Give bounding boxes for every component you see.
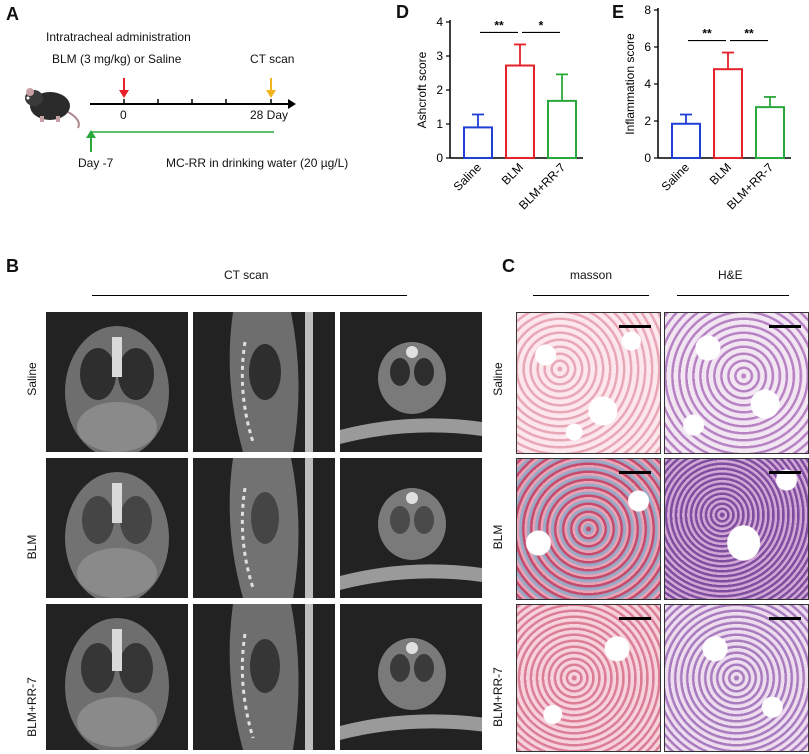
significance-label: ** xyxy=(494,18,504,32)
x-tick-label: BLM xyxy=(707,160,734,187)
timeline-day0: 0 xyxy=(120,108,127,122)
histo-he-saline xyxy=(664,312,809,454)
scale-bar xyxy=(619,617,651,620)
significance-label: ** xyxy=(744,27,754,41)
ct-row-label-blm-rr7: BLM+RR-7 xyxy=(25,677,39,737)
ct-row-label-saline: Saline xyxy=(25,362,39,396)
he-rule xyxy=(677,295,789,296)
y-tick-label: 0 xyxy=(436,151,443,165)
timeline-day28: 28 Day xyxy=(250,108,289,122)
ct-header: CT scan xyxy=(224,268,269,282)
scale-bar xyxy=(769,471,801,474)
ct-sagittal-saline xyxy=(193,312,335,452)
histo-row-label-blm-rr7: BLM+RR-7 xyxy=(491,667,505,727)
y-tick-label: 1 xyxy=(436,117,443,131)
histo-masson-blm-rr7 xyxy=(516,604,661,752)
y-tick-label: 4 xyxy=(436,15,443,29)
ct-sagittal-blm-rr7 xyxy=(193,604,335,750)
timeline-axis-arrowhead xyxy=(288,99,296,109)
x-tick-label: BLM xyxy=(499,160,526,187)
x-tick-label: Saline xyxy=(451,160,485,194)
chart-inflammation: 0 2 4 6 8 Inflammation score Saline BLMBLM+RR-7… xyxy=(623,3,791,212)
y-axis-label: Ashcroft score xyxy=(415,51,429,128)
timeline-mcrr-label: MC-RR in drinking water (20 µg/L) xyxy=(166,156,349,170)
scale-bar xyxy=(769,325,801,328)
timeline-day-minus7: Day -7 xyxy=(78,156,114,170)
y-tick-label: 0 xyxy=(644,151,651,165)
histo-he-blm-rr7 xyxy=(664,604,809,752)
timeline-treatment: BLM (3 mg/kg) or Saline xyxy=(52,52,182,66)
ct-coronal-blm xyxy=(46,458,188,598)
panel-label-e: E xyxy=(612,2,625,22)
y-axis-label: Inflammation score xyxy=(623,33,637,135)
ct-axial-saline xyxy=(340,312,482,452)
ct-sagittal-blm xyxy=(193,458,335,598)
y-tick-label: 2 xyxy=(436,83,443,97)
ct-coronal-saline xyxy=(46,312,188,452)
panel-label-a: A xyxy=(6,4,19,24)
x-tick-label: BLM+RR-7 xyxy=(516,160,568,212)
panel-label-b: B xyxy=(6,256,19,276)
x-tick-label: BLM+RR-7 xyxy=(724,160,776,212)
histo-col-label-he: H&E xyxy=(718,268,743,282)
bar xyxy=(547,99,577,159)
histo-row-label-blm: BLM xyxy=(491,524,505,550)
y-tick-label: 2 xyxy=(644,114,651,128)
ct-axial-blm-rr7 xyxy=(340,604,482,750)
ct-row-label-blm: BLM xyxy=(25,534,39,560)
timeline-ct-scan-label: CT scan xyxy=(250,52,295,66)
y-tick-label: 4 xyxy=(644,77,651,91)
timeline-graphic xyxy=(25,78,296,152)
ct-coronal-blm-rr7 xyxy=(46,604,188,750)
mouse-icon xyxy=(25,88,80,129)
histo-masson-blm xyxy=(516,458,661,600)
x-tick-label: Saline xyxy=(659,160,693,194)
histo-col-label-masson: masson xyxy=(570,268,613,282)
histo-masson-saline xyxy=(516,312,661,454)
histo-he-blm xyxy=(664,458,809,600)
scale-bar xyxy=(769,617,801,620)
timeline-title: Intratracheal administration xyxy=(46,30,191,44)
bar xyxy=(755,106,785,159)
y-tick-label: 3 xyxy=(436,49,443,63)
scale-bar xyxy=(619,471,651,474)
panel-label-c: C xyxy=(502,256,515,276)
significance-label: * xyxy=(539,18,544,32)
scale-bar xyxy=(619,325,651,328)
bar xyxy=(463,126,493,160)
masson-rule xyxy=(533,295,649,296)
histo-row-label-saline: Saline xyxy=(491,362,505,396)
y-tick-label: 6 xyxy=(644,40,651,54)
bar xyxy=(505,64,535,159)
ct-header-rule xyxy=(92,295,407,296)
bar xyxy=(713,68,743,159)
panel-label-d: D xyxy=(396,2,409,22)
y-tick-label: 8 xyxy=(644,3,651,17)
significance-label: ** xyxy=(702,27,712,41)
bar xyxy=(671,122,701,159)
ct-axial-blm xyxy=(340,458,482,598)
